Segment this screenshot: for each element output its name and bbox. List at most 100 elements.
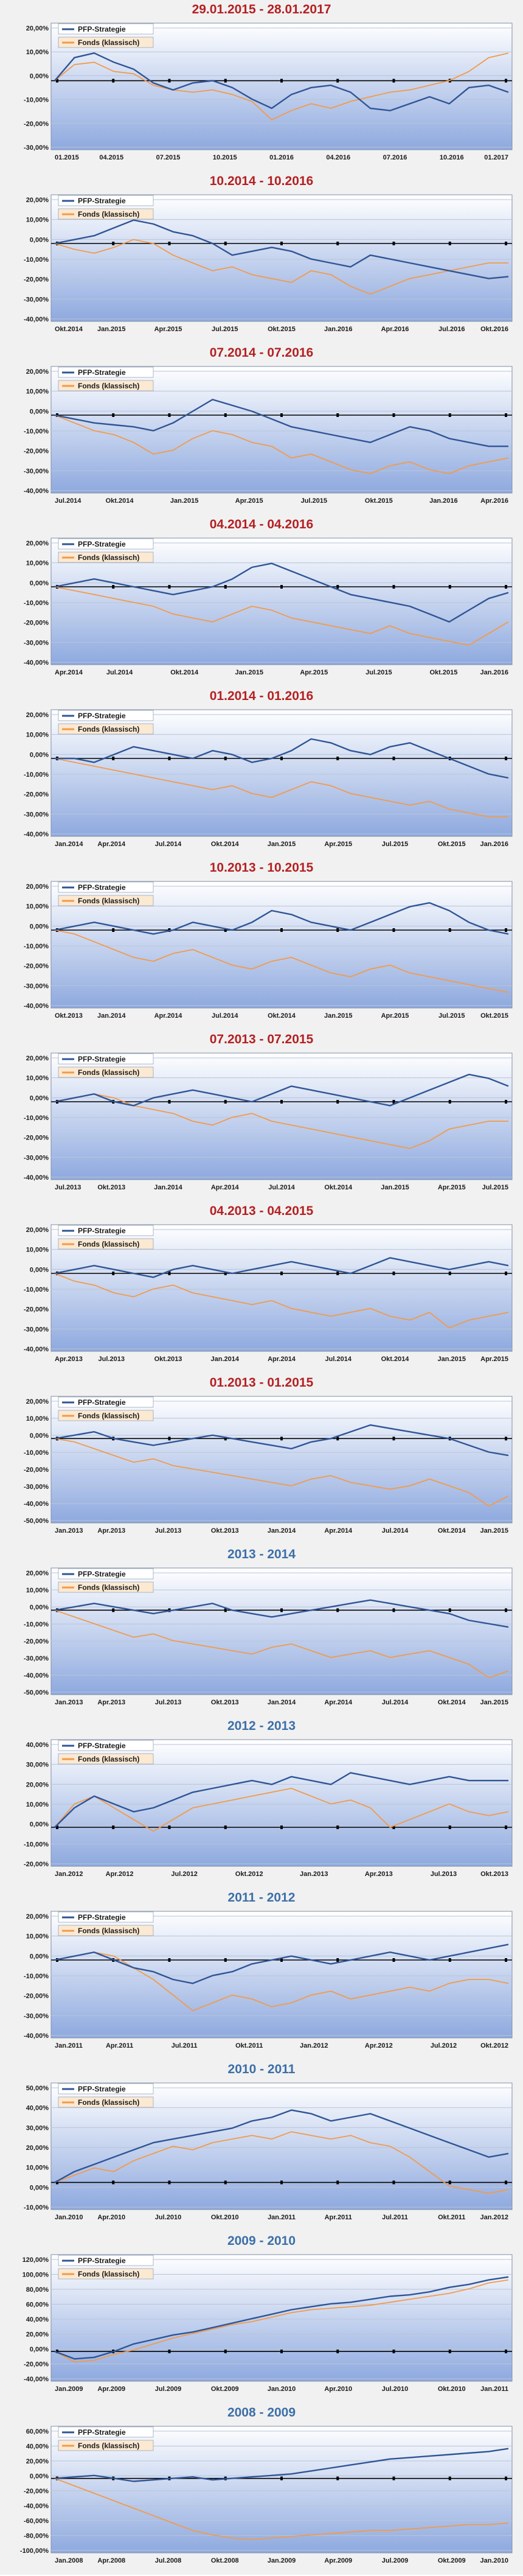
zero-line-marker	[392, 928, 395, 932]
x-tick-label: Jan.2015	[97, 326, 125, 333]
x-tick-label: Jul.2015	[365, 669, 392, 676]
zero-line-marker	[505, 79, 507, 83]
x-tick-label: Apr.2011	[106, 2042, 133, 2049]
zero-line-marker	[280, 1100, 283, 1104]
legend: PFP-Strategie Fonds (klassisch)	[58, 2426, 154, 2451]
legend-label: PFP-Strategie	[78, 2256, 126, 2265]
zero-line-marker	[168, 2350, 171, 2354]
zero-line-marker	[448, 928, 451, 932]
y-tick-label: 10,00%	[26, 388, 49, 396]
legend-label: Fonds (klassisch)	[78, 210, 139, 219]
x-tick-label: Jul.2013	[55, 1184, 81, 1191]
line-chart: 20,00% 10,00% 0,00% -10,00% -20,00% -30,00% -4…	[24, 709, 513, 848]
legend-entry-box	[58, 2268, 154, 2280]
chart-title: 10.2014 - 10.2016	[209, 174, 314, 188]
zero-line-marker	[224, 1825, 227, 1829]
zero-line-marker	[112, 1272, 115, 1275]
zero-line-marker	[336, 413, 339, 417]
series-line-fonds-klassisch	[54, 2279, 509, 2363]
x-tick-label: Apr.2009	[97, 2385, 125, 2393]
legend-label: Fonds (klassisch)	[78, 382, 139, 390]
x-tick-label: Okt.2015	[438, 841, 466, 848]
zero-line-marker	[224, 2350, 227, 2354]
legend: PFP-Strategie Fonds (klassisch)	[58, 710, 154, 735]
legend-entry-box	[58, 1225, 154, 1236]
y-tick-label: -20,00%	[24, 791, 49, 799]
zero-line-marker	[224, 242, 227, 245]
x-tick-label: Apr.2010	[324, 2385, 352, 2393]
legend-label: PFP-Strategie	[78, 368, 126, 377]
chart-panel: 07.2013 - 07.2015 20,00% 10,00% 0,00% -10,00…	[0, 1030, 523, 1202]
chart-title: 2011 - 2012	[227, 1891, 296, 1905]
series-line-fonds-klassisch	[54, 1438, 509, 1507]
chart-title: 2009 - 2010	[227, 2234, 296, 2248]
legend-entry-box	[58, 1396, 154, 1408]
x-tick-label: Jan.2009	[55, 2385, 83, 2393]
zero-line-marker	[448, 585, 451, 589]
y-tick-label: -20,00%	[24, 963, 49, 970]
x-tick-label: Jul.2009	[382, 2557, 408, 2564]
legend-label: PFP-Strategie	[78, 1741, 126, 1750]
y-tick-label: 0,00%	[30, 1432, 49, 1440]
x-tick-label: Okt.2011	[235, 2042, 263, 2049]
legend-entry-box	[58, 2096, 154, 2108]
y-tick-label: 40,00%	[26, 1741, 49, 1749]
zero-line-marker	[448, 2180, 451, 2185]
series-line-pfp-strategie	[54, 52, 509, 111]
y-tick-label: -20,00%	[24, 1306, 49, 1314]
series-line-pfp-strategie	[54, 2276, 509, 2360]
zero-line-marker	[112, 413, 115, 417]
series-line-pfp-strategie	[54, 2448, 509, 2482]
x-tick-label: Jul.2013	[155, 1699, 181, 1706]
legend-label: PFP-Strategie	[78, 2428, 126, 2437]
x-tick-label: Okt.2008	[211, 2557, 239, 2564]
x-tick-label: Jul.2008	[155, 2557, 181, 2564]
zero-line-marker	[336, 2476, 339, 2480]
y-tick-label: -10,00%	[24, 97, 49, 104]
zero-line-marker	[392, 1825, 395, 1829]
line-chart: 20,00% 10,00% 0,00% -10,00% -20,00% -30,00% -4…	[24, 1224, 513, 1363]
chart-title: 2012 - 2013	[227, 1719, 296, 1733]
y-tick-label: 40,00%	[26, 2443, 49, 2451]
zero-line-marker	[112, 928, 115, 932]
y-tick-label: 10,00%	[26, 903, 49, 911]
zero-line-marker	[280, 2476, 283, 2480]
y-tick-label: 10,00%	[26, 1415, 49, 1423]
series-line-pfp-strategie	[54, 1772, 508, 1828]
zero-line-marker	[168, 2180, 171, 2185]
y-tick-label: 0,00%	[30, 579, 49, 587]
y-tick-label: 0,00%	[30, 751, 49, 758]
x-tick-label: Okt.2014	[438, 1527, 466, 1535]
chart-title: 2008 - 2009	[227, 2406, 296, 2420]
y-tick-label: -10,00%	[24, 2204, 49, 2211]
x-tick-label: Jul.2015	[301, 497, 327, 505]
series-line-pfp-strategie	[54, 1073, 509, 1107]
x-tick-label: Jan.2013	[55, 1699, 83, 1706]
x-tick-label: Apr.2008	[97, 2557, 125, 2564]
y-tick-label: 0,00%	[30, 1953, 49, 1960]
series-line-fonds-klassisch	[54, 586, 509, 646]
y-tick-label: -30,00%	[24, 982, 49, 990]
series-line-pfp-strategie	[54, 2109, 509, 2183]
zero-line-marker	[168, 79, 171, 83]
x-tick-label: Jul.2014	[106, 669, 133, 676]
chart-title: 04.2014 - 04.2016	[209, 517, 314, 531]
line-chart: 20,00% 10,00% 0,00% -10,00% -20,00% -30,00% -4…	[24, 881, 513, 1020]
x-tick-label: Jan.2010	[480, 2557, 508, 2564]
y-tick-label: -40,00%	[24, 2376, 49, 2383]
x-tick-label: Jan.2016	[480, 669, 508, 676]
zero-line-marker	[224, 585, 227, 589]
zero-line-marker	[336, 928, 339, 932]
zero-line-marker	[505, 413, 507, 417]
zero-line-marker	[280, 79, 283, 83]
x-tick-label: Apr.2013	[97, 1699, 125, 1706]
legend-label: Fonds (klassisch)	[78, 1927, 139, 1935]
legend-entry-box	[58, 1925, 154, 1936]
x-tick-label: Okt.2014	[106, 497, 134, 505]
y-tick-label: 20,00%	[26, 712, 49, 719]
zero-line-marker	[392, 585, 395, 589]
y-tick-label: -10,00%	[24, 1286, 49, 1293]
x-tick-label: Apr.2014	[97, 841, 126, 848]
zero-line-marker	[224, 1608, 227, 1612]
x-tick-label: Jul.2012	[171, 1871, 197, 1878]
